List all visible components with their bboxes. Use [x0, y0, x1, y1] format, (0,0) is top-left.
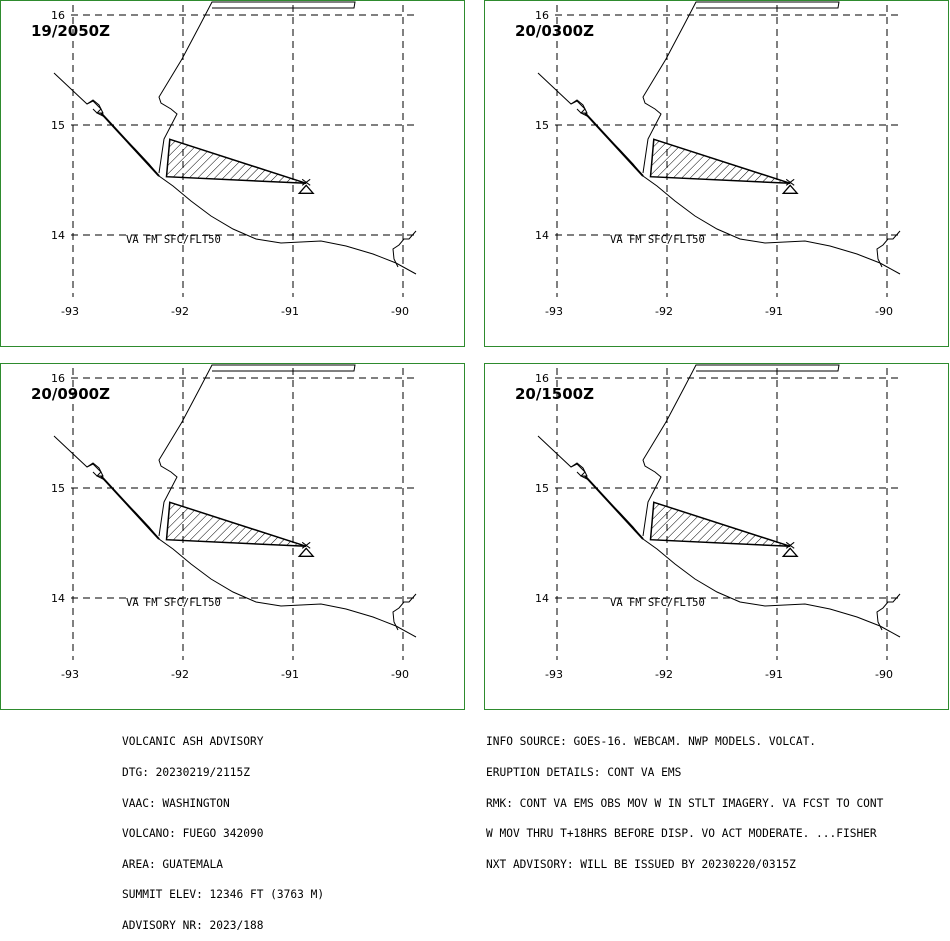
volcano-triangle-icon	[297, 184, 315, 194]
longitude-label: -91	[765, 668, 783, 681]
longitude-label: -92	[171, 668, 189, 681]
latitude-label: 14	[535, 229, 549, 242]
advisory-right-text: INFO SOURCE: GOES-16. WEBCAM. NWP MODELS…	[486, 717, 883, 880]
advisory-summit-elev: SUMMIT ELEV: 12346 FT (3763 M)	[122, 888, 325, 902]
latitude-label: 16	[535, 372, 549, 385]
longitude-label: -90	[875, 668, 893, 681]
advisory-number: ADVISORY NR: 2023/188	[122, 919, 264, 933]
longitude-label: -92	[171, 305, 189, 318]
panel-layer-label: VA FM SFC/FLT50	[126, 597, 221, 609]
coast-shelf-line	[100, 112, 160, 177]
volcano-marker-icon	[301, 541, 311, 549]
advisory-remarks-1: RMK: CONT VA EMS OBS MOV W IN STLT IMAGE…	[486, 796, 884, 810]
advisory-left-text: VOLCANIC ASH ADVISORY DTG: 20230219/2115…	[122, 717, 324, 941]
advisory-eruption-details: ERUPTION DETAILS: CONT VA EMS	[486, 766, 682, 780]
latitude-label: 14	[535, 592, 549, 605]
country-border-east	[392, 230, 417, 268]
advisory-info-source: INFO SOURCE: GOES-16. WEBCAM. NWP MODELS…	[486, 735, 817, 749]
coast-shelf-line	[584, 475, 644, 540]
panel-layer-label: VA FM SFC/FLT50	[610, 234, 705, 246]
longitude-label: -93	[545, 305, 563, 318]
longitude-label: -91	[281, 668, 299, 681]
ash-cloud-polygon	[165, 138, 307, 185]
advisory-title: VOLCANIC ASH ADVISORY	[122, 735, 264, 749]
longitude-label: -92	[655, 305, 673, 318]
panel-map: -93 -92 -91 -90 16 15 14 20/0300Z VA FM SFC/FLT5…	[515, 1, 903, 318]
forecast-panel: -93 -92 -91 -90 16 15 14 19/2050Z VA FM SFC/FLT5…	[0, 0, 465, 347]
advisory-vaac: VAAC: WASHINGTON	[122, 796, 230, 810]
panel-time-label: 20/0300Z	[515, 22, 594, 40]
panel-layer-label: VA FM SFC/FLT50	[610, 597, 705, 609]
panel-map: -93 -92 -91 -90 16 15 14 20/1500Z VA FM SFC/FLT5…	[515, 364, 903, 681]
forecast-panel: -93 -92 -91 -90 16 15 14 20/1500Z VA FM SFC/FLT5…	[484, 363, 949, 710]
longitude-label: -91	[281, 305, 299, 318]
coastline	[53, 435, 417, 638]
coastline-detail	[570, 99, 588, 114]
coastline-detail	[86, 462, 104, 477]
latitude-label: 16	[535, 9, 549, 22]
longitude-label: -93	[61, 668, 79, 681]
latitude-label: 15	[51, 482, 65, 495]
longitude-label: -90	[391, 305, 409, 318]
volcano-marker-icon	[785, 541, 795, 549]
longitude-label: -90	[391, 668, 409, 681]
coast-shelf-line	[584, 112, 644, 177]
panel-map: -93 -92 -91 -90 16 15 14 20/0900Z VA FM SFC/FLT5…	[31, 364, 419, 681]
latitude-label: 14	[51, 592, 65, 605]
volcano-triangle-icon	[781, 184, 799, 194]
latitude-label: 16	[51, 372, 65, 385]
coastline	[53, 72, 417, 275]
advisory-volcano: VOLCANO: FUEGO 342090	[122, 827, 264, 841]
country-border	[158, 364, 356, 537]
longitude-label: -93	[61, 305, 79, 318]
forecast-panel: -93 -92 -91 -90 16 15 14 20/0900Z VA FM SFC/FLT5…	[0, 363, 465, 710]
country-border-east	[392, 593, 417, 631]
longitude-label: -92	[655, 668, 673, 681]
coastline	[537, 72, 901, 275]
forecast-panel: -93 -92 -91 -90 16 15 14 20/0300Z VA FM SFC/FLT5…	[484, 0, 949, 347]
latitude-label: 16	[51, 9, 65, 22]
coastline-detail	[570, 462, 588, 477]
country-border-east	[876, 593, 901, 631]
country-border	[158, 1, 356, 174]
longitude-label: -93	[545, 668, 563, 681]
volcano-triangle-icon	[297, 547, 315, 557]
advisory-area: AREA: GUATEMALA	[122, 857, 224, 871]
panel-time-label: 20/0900Z	[31, 385, 110, 403]
latitude-label: 15	[535, 119, 549, 132]
ash-cloud-polygon	[649, 138, 791, 185]
volcano-marker-icon	[301, 178, 311, 186]
latitude-label: 15	[51, 119, 65, 132]
panel-layer-label: VA FM SFC/FLT50	[126, 234, 221, 246]
advisory-next: NXT ADVISORY: WILL BE ISSUED BY 20230220…	[486, 857, 796, 871]
volcano-marker-icon	[785, 178, 795, 186]
country-border	[642, 1, 840, 174]
advisory-remarks-2: W MOV THRU T+18HRS BEFORE DISP. VO ACT M…	[486, 827, 877, 841]
coast-shelf-line	[100, 475, 160, 540]
panel-time-label: 20/1500Z	[515, 385, 594, 403]
panel-time-label: 19/2050Z	[31, 22, 110, 40]
ash-cloud-polygon	[649, 501, 791, 548]
latitude-label: 15	[535, 482, 549, 495]
coastline-detail	[86, 99, 104, 114]
longitude-label: -91	[765, 305, 783, 318]
volcano-triangle-icon	[781, 547, 799, 557]
panel-map: -93 -92 -91 -90 16 15 14 19/2050Z VA FM SFC/FLT5…	[31, 1, 419, 318]
longitude-label: -90	[875, 305, 893, 318]
advisory-dtg: DTG: 20230219/2115Z	[122, 766, 250, 780]
coastline	[537, 435, 901, 638]
ash-cloud-polygon	[165, 501, 307, 548]
country-border	[642, 364, 840, 537]
latitude-label: 14	[51, 229, 65, 242]
country-border-east	[876, 230, 901, 268]
